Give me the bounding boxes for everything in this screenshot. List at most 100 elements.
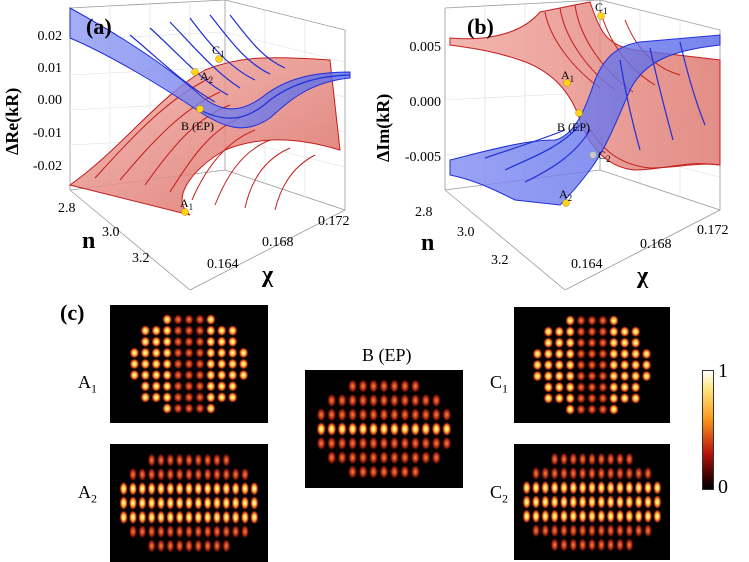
mode-spot (559, 508, 569, 524)
mode-spot (565, 348, 576, 360)
mode-spot (389, 378, 400, 394)
point-label-b-b: B (EP) (557, 120, 590, 134)
mode-spot (630, 370, 641, 382)
mode-spot (606, 451, 616, 467)
mode-spot (156, 524, 166, 540)
mode-spot (550, 451, 560, 467)
mode-spot (554, 336, 565, 349)
mode-spot (368, 450, 379, 466)
mode-spot (399, 407, 410, 423)
mode-spot (147, 538, 157, 554)
mode-spot (175, 466, 185, 482)
mode-spot (540, 508, 550, 524)
mode-spot (238, 369, 249, 381)
mode-spot (227, 324, 238, 337)
mode-spot (597, 392, 609, 405)
mode-spot (140, 347, 151, 359)
mode-spot (212, 538, 222, 554)
panel-a-markers (181, 55, 223, 216)
mode-spot (147, 495, 157, 511)
mode-spot (578, 537, 588, 553)
mode-spot (140, 369, 151, 381)
mode-spot (624, 508, 634, 524)
red-surface-b (449, 1, 721, 171)
mode-spot (337, 450, 348, 466)
mode-spot (129, 358, 140, 370)
mode-spot (240, 509, 250, 525)
mode-spot (194, 324, 206, 337)
mode-spot (184, 466, 194, 482)
mode-spot (368, 421, 379, 437)
mode-spot (615, 494, 625, 510)
mode-spot (608, 381, 619, 394)
mode-spot (165, 495, 175, 511)
mode-spot (156, 452, 166, 468)
mode-spot (184, 495, 194, 511)
mode-spot (227, 391, 238, 404)
mode-spot (212, 481, 222, 497)
mode-spot (597, 370, 609, 382)
mode-spot (565, 370, 576, 382)
mode-spot (326, 450, 337, 466)
mode-spot (568, 451, 578, 467)
mode-spot (565, 392, 576, 405)
mode-spot (162, 402, 173, 415)
mode-spot (379, 464, 389, 480)
mode-spot (128, 481, 138, 497)
mode-spot (162, 347, 173, 359)
mode-spot (184, 524, 194, 540)
mode-spot (203, 481, 213, 497)
mode-spot (205, 313, 216, 326)
mode-spot (608, 348, 619, 360)
mode-spot (568, 508, 578, 524)
mode-spot (596, 523, 606, 539)
mode-spot (586, 403, 598, 416)
point-label-a2-b: A2 (559, 187, 572, 203)
mode-spot (205, 380, 216, 393)
mode-spot (522, 494, 532, 510)
mode-spot (137, 524, 147, 540)
mode-spot (162, 358, 173, 370)
mode-spot (151, 391, 162, 404)
mode-spot (221, 538, 231, 554)
mode-spot (550, 465, 560, 481)
mode-spot (156, 538, 166, 554)
point-label-a1-a: A1 (180, 196, 193, 212)
mode-spot (554, 359, 565, 371)
mode-spot (165, 481, 175, 497)
mode-spot (183, 347, 195, 359)
mode-spot (212, 524, 222, 540)
mode-spot (565, 381, 576, 394)
mode-spot (606, 480, 616, 496)
mode-spot (175, 495, 185, 511)
point-label-a1-b: A1 (561, 68, 574, 84)
mode-spot (129, 369, 140, 381)
mode-spot (184, 452, 194, 468)
ytick: 0.000 (410, 95, 442, 110)
mode-spot (568, 465, 578, 481)
mode-spot (641, 348, 652, 360)
mode-spot (596, 451, 606, 467)
mode-spot (615, 465, 625, 481)
n-axis-label-a: n (82, 228, 95, 254)
mode-spot (221, 495, 231, 511)
mode-spot (399, 392, 410, 408)
mode-spot (326, 421, 337, 437)
chi-axis-label-b: χ (636, 263, 649, 289)
mode-spot (379, 435, 389, 451)
mode-spot (347, 392, 358, 408)
mode-spot (606, 523, 616, 539)
mode-spot (420, 421, 431, 437)
mode-spot (326, 435, 337, 451)
mode-spot (172, 369, 184, 381)
mode-spot (203, 495, 213, 511)
mode-spot (368, 378, 379, 394)
mode-spot (410, 450, 421, 466)
n-axis-label-b: n (421, 230, 434, 256)
mode-spot (119, 481, 129, 497)
mode-spot (227, 358, 238, 370)
mode-spot (156, 495, 166, 511)
mode-spot (172, 324, 184, 337)
mode-spot (358, 392, 369, 408)
mode-spot (205, 335, 216, 348)
